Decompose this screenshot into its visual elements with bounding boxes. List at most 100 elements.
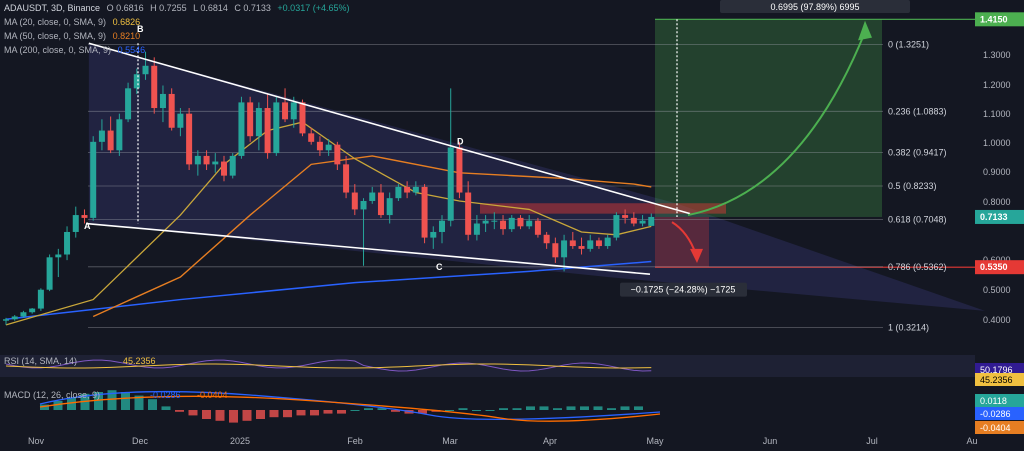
candle-body	[308, 133, 315, 142]
ma50-value: 0.8210	[112, 31, 141, 41]
point-label: A	[84, 221, 91, 231]
candle-body	[81, 215, 88, 218]
candle-body	[151, 65, 158, 109]
candle-body	[212, 161, 219, 165]
bearish-arrow-head	[690, 248, 703, 263]
macd-histogram-bar	[215, 410, 225, 421]
macd-histogram-bar	[53, 401, 63, 410]
macd-histogram-bar	[323, 410, 333, 414]
macd-histogram-bar	[310, 410, 319, 416]
bullish-arrow-head	[858, 20, 872, 41]
macd-histogram-bar	[269, 410, 279, 418]
macd-histogram-bar	[377, 408, 387, 410]
y-tick-label: 1.0000	[983, 138, 1011, 148]
candle-body	[3, 319, 9, 321]
ma20-value: 0.6826	[112, 17, 141, 27]
x-tick-label: Dec	[132, 436, 149, 446]
fib-label: 0.382 (0.9417)	[888, 148, 947, 158]
candle-body	[404, 186, 411, 193]
candle-body	[517, 217, 524, 227]
ma50-legend[interactable]: MA (50, close, 0, SMA, 9) 0.8210	[4, 31, 144, 41]
candle-body	[482, 220, 489, 224]
macd-histogram-bar	[40, 404, 49, 410]
ma20-label: MA (20, close, 0, SMA, 9)	[4, 17, 107, 27]
ma50-label: MA (50, close, 0, SMA, 9)	[4, 31, 107, 41]
indicator-badge	[975, 363, 1024, 376]
candle-body	[37, 289, 44, 309]
macd-histogram-bar	[485, 410, 495, 411]
candle-body	[64, 231, 71, 255]
point-label: B	[137, 24, 144, 34]
x-tick-label: Au	[966, 436, 977, 446]
macd-hist-value: -0.0404	[197, 390, 228, 400]
candles-layer	[3, 51, 655, 325]
candle-body	[133, 74, 140, 89]
fib-label: 0 (1.3251)	[888, 40, 929, 50]
axes-layer: 1.40001.30001.20001.10001.00000.90000.80…	[28, 12, 1024, 446]
x-tick-label: Mar	[442, 436, 458, 446]
candle-body	[325, 144, 332, 151]
bullish-arrow-curve	[687, 31, 866, 217]
candle-body	[526, 220, 533, 227]
ma20-line	[5, 121, 652, 326]
macd-histogram-bar	[539, 406, 549, 410]
x-tick-label: 2025	[230, 436, 250, 446]
candle-body	[386, 198, 393, 216]
close-value: C 0.7133	[234, 3, 271, 13]
macd-histogram-bar	[296, 410, 306, 416]
candle-body	[90, 141, 97, 218]
rsi-ma-value: 45.2356	[123, 356, 156, 366]
drawings-layer: A B C D 0.6995 (97.89%) 6995 −0.1725 (−24.28%…	[84, 0, 910, 297]
change-value: +0.0317 (+4.65%)	[277, 3, 350, 13]
candle-body	[168, 93, 175, 128]
resistance-box	[480, 203, 726, 214]
candle-body	[282, 102, 289, 120]
candle-body	[473, 223, 480, 235]
candle-body	[491, 220, 498, 222]
macd-signal-line	[39, 395, 661, 422]
candle-body	[500, 220, 507, 230]
y-tick-label: 0.5000	[983, 285, 1011, 295]
x-tick-label: Nov	[28, 436, 45, 446]
price-badge-label: 0.7133	[980, 212, 1008, 222]
indicator-badge-label: -0.0286	[980, 409, 1011, 419]
ma200-legend[interactable]: MA (200, close, 0, SMA, 9) 0.5546	[4, 45, 149, 55]
target-label: 0.6995 (97.89%) 6995	[770, 2, 859, 12]
macd-histogram-bar	[512, 408, 522, 410]
stop-label-bg	[620, 282, 747, 297]
x-tick-label: Feb	[347, 436, 363, 446]
fib-label: 0.5 (0.8233)	[888, 181, 937, 191]
fib-label: 0.236 (1.0883)	[888, 106, 947, 116]
macd-histogram-bar	[499, 408, 508, 410]
fib-grid-layer: 0 (1.3251) 0.236 (1.0883) 0.382 (0.9417) 0.…	[88, 40, 947, 332]
macd-signal-value: -0.0286	[150, 390, 181, 400]
candle-body	[11, 316, 18, 320]
candle-body	[159, 93, 166, 109]
candle-body	[465, 192, 472, 235]
macd-histogram-bar	[472, 410, 481, 411]
candle-body	[369, 192, 376, 201]
macd-histogram-bar	[94, 392, 103, 410]
macd-histogram-bar	[337, 410, 346, 414]
candle-body	[412, 186, 419, 193]
candle-body	[98, 130, 105, 142]
price-badge	[975, 12, 1024, 27]
y-tick-label: 0.6000	[983, 255, 1011, 265]
macd-histogram-bar	[242, 410, 252, 421]
ma20-legend[interactable]: MA (20, close, 0, SMA, 9) 0.6826	[4, 17, 144, 27]
candle-body	[578, 246, 585, 249]
price-badge-label: 1.4150	[980, 14, 1008, 24]
indicator-badge-label: 50.1796	[980, 365, 1013, 375]
macd-histogram-bar	[161, 406, 171, 410]
symbol-title[interactable]: ADAUSDT, 3D, Binance	[4, 3, 101, 13]
y-tick-label: 0.8000	[983, 197, 1011, 207]
candle-body	[255, 108, 262, 137]
wedge-lower-line	[85, 222, 651, 276]
wedge-upper-line	[88, 42, 691, 215]
macd-histogram-bar	[566, 406, 576, 410]
macd-histogram-bar	[593, 406, 603, 410]
high-value: H 0.7255	[150, 3, 187, 13]
macd-histogram-bar	[229, 410, 238, 423]
indicator-badge-label: 0.0118	[980, 396, 1007, 406]
